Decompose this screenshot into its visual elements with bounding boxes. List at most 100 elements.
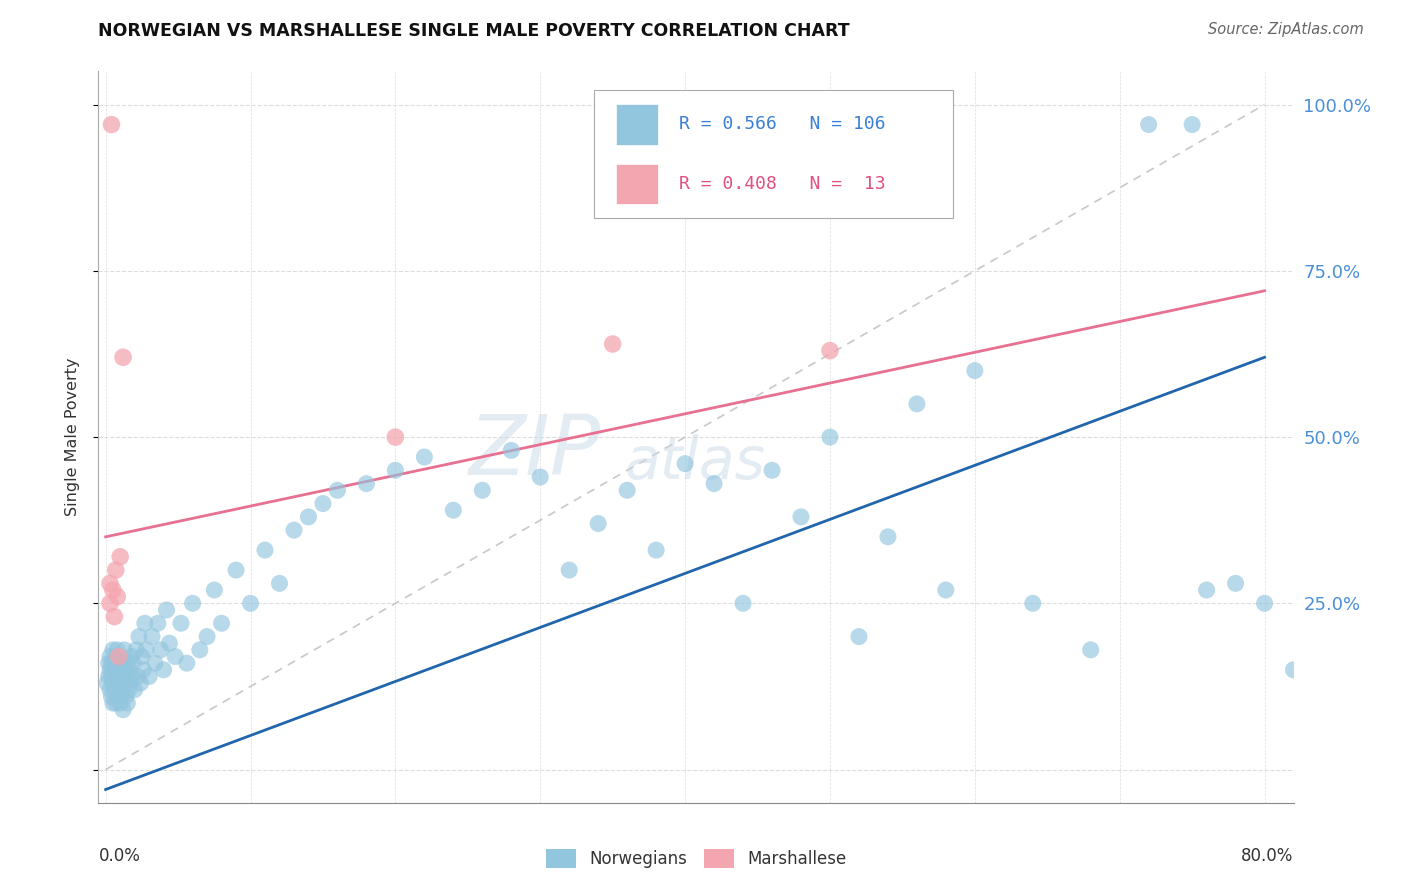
Point (110, 663, 132, 677)
Point (558, 563, 581, 577)
Point (1195, 582, 1218, 597)
Point (110, 690, 132, 704)
Point (225, 563, 247, 577)
Point (112, 703, 135, 717)
Point (108, 696, 131, 710)
Point (98, 649, 121, 664)
Point (118, 663, 141, 677)
Point (100, 669, 122, 683)
Point (125, 643, 148, 657)
Point (124, 682, 146, 697)
Point (165, 649, 187, 664)
Text: 80.0%: 80.0% (1241, 847, 1294, 864)
Point (761, 463, 783, 477)
Point (98, 663, 121, 677)
Point (100, 118, 122, 132)
Point (1080, 643, 1102, 657)
Point (181, 596, 204, 610)
Point (120, 676, 142, 690)
Point (112, 351, 135, 365)
Point (586, 516, 609, 531)
Point (170, 616, 193, 631)
Point (239, 596, 262, 610)
Point (114, 656, 136, 670)
Point (104, 563, 127, 577)
Point (138, 669, 160, 683)
Point (134, 616, 156, 631)
Point (645, 543, 668, 558)
Point (905, 397, 928, 411)
Point (107, 649, 129, 664)
Point (117, 696, 139, 710)
Point (135, 643, 157, 657)
Point (703, 476, 725, 491)
Point (105, 690, 128, 704)
Point (602, 337, 624, 351)
Point (731, 596, 754, 610)
Point (384, 430, 406, 444)
Point (108, 649, 131, 664)
Point (104, 696, 127, 710)
Point (176, 656, 198, 670)
Text: NORWEGIAN VS MARSHALLESE SINGLE MALE POVERTY CORRELATION CHART: NORWEGIAN VS MARSHALLESE SINGLE MALE POV… (98, 22, 851, 40)
Point (100, 656, 122, 670)
Point (121, 669, 143, 683)
Point (101, 582, 124, 597)
Point (1181, 118, 1204, 132)
Point (105, 643, 128, 657)
Point (326, 483, 349, 498)
Point (149, 643, 172, 657)
Point (103, 609, 125, 624)
FancyBboxPatch shape (595, 89, 953, 218)
Point (122, 656, 145, 670)
Point (616, 483, 638, 498)
Bar (616, 164, 658, 204)
Point (103, 682, 125, 697)
Point (114, 643, 136, 657)
Point (105, 590, 128, 604)
Point (143, 656, 166, 670)
Text: R = 0.408   N =  13: R = 0.408 N = 13 (679, 176, 886, 194)
Point (253, 543, 276, 558)
Point (297, 509, 319, 524)
Point (112, 676, 135, 690)
Point (935, 582, 957, 597)
Point (101, 643, 124, 657)
Point (128, 630, 150, 644)
Point (105, 663, 128, 677)
Point (155, 603, 177, 617)
Point (188, 643, 211, 657)
Point (471, 483, 494, 498)
Point (101, 696, 124, 710)
Point (97, 656, 120, 670)
Point (146, 616, 169, 631)
Point (100, 690, 122, 704)
Text: ZIP: ZIP (468, 411, 600, 492)
Text: atlas: atlas (624, 434, 765, 491)
Point (1022, 596, 1045, 610)
Point (269, 576, 291, 591)
Point (1137, 118, 1160, 132)
Point (108, 549, 131, 564)
Point (132, 663, 155, 677)
Point (848, 630, 870, 644)
Point (108, 669, 131, 683)
Point (818, 343, 841, 358)
Point (312, 497, 335, 511)
Point (195, 630, 218, 644)
Point (97, 669, 120, 683)
Point (121, 649, 143, 664)
Point (1253, 596, 1275, 610)
Point (131, 649, 153, 664)
Text: R = 0.566   N = 106: R = 0.566 N = 106 (679, 115, 886, 134)
Point (384, 463, 406, 477)
Text: 0.0%: 0.0% (98, 847, 141, 864)
Point (501, 443, 523, 458)
Point (1225, 576, 1247, 591)
Point (98, 682, 121, 697)
Point (441, 503, 464, 517)
Point (101, 663, 124, 677)
Point (98, 576, 121, 591)
Point (790, 509, 813, 524)
Point (673, 457, 696, 471)
